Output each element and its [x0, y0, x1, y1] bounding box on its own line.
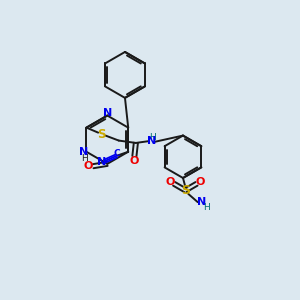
Text: H: H — [149, 133, 155, 142]
Text: N: N — [97, 158, 106, 167]
Text: O: O — [196, 176, 205, 187]
Text: N: N — [196, 197, 206, 207]
Text: H: H — [203, 203, 210, 212]
Text: O: O — [165, 176, 175, 187]
Text: N: N — [103, 108, 112, 118]
Text: N: N — [80, 147, 89, 157]
Text: S: S — [98, 128, 106, 141]
Text: H: H — [81, 154, 87, 163]
Text: C: C — [113, 149, 120, 158]
Text: S: S — [181, 184, 190, 197]
Text: N: N — [147, 136, 157, 146]
Text: O: O — [130, 156, 139, 166]
Text: O: O — [84, 161, 93, 171]
